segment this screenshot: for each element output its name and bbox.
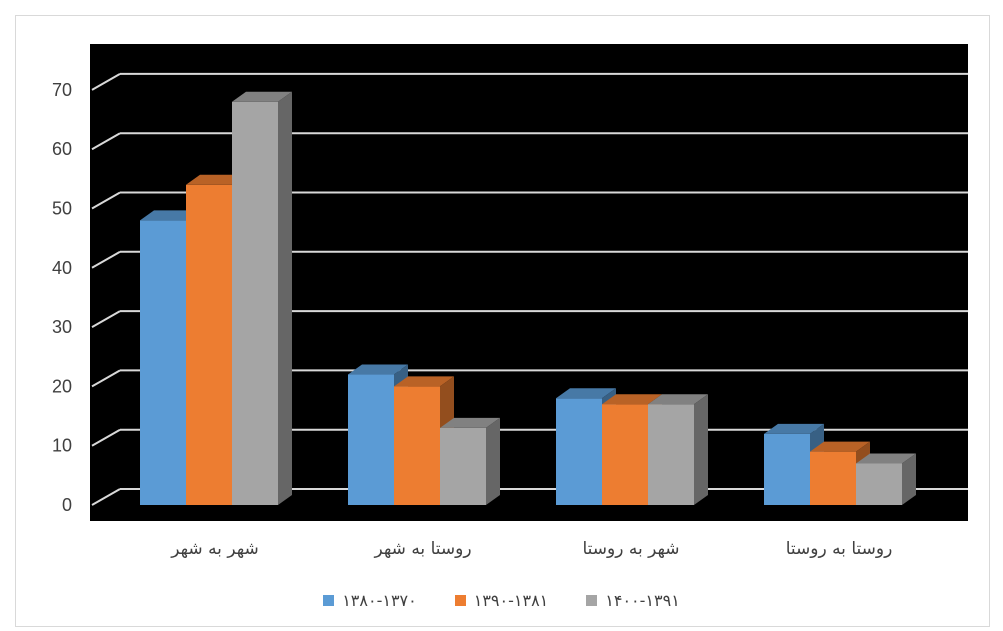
y-tick-label: 60 (52, 139, 72, 159)
legend-swatch (454, 595, 466, 606)
legend-item: ۱۴۰۰-۱۳۹۱ (586, 591, 680, 610)
bar (648, 394, 708, 505)
bar (232, 91, 292, 505)
x-tick-label: شهر به شهر (170, 539, 259, 559)
y-tick-label: 50 (52, 199, 72, 219)
legend-label: ۱۴۰۰-۱۳۹۱ (605, 591, 680, 610)
x-tick-label: روستا به روستا (786, 539, 893, 559)
y-tick-label: 30 (52, 317, 72, 337)
legend-label: ۱۳۸۰-۱۳۷۰ (342, 591, 417, 610)
y-tick-label: 0 (62, 495, 72, 515)
x-axis-tick-labels: شهر به شهر روستا به شهر شهر به روستا روستا … (170, 539, 892, 559)
y-tick-label: 40 (52, 258, 72, 278)
bar (440, 417, 500, 505)
x-tick-label: روستا به شهر (373, 539, 471, 559)
y-tick-label: 70 (52, 80, 72, 100)
legend-item: ۱۳۸۰-۱۳۷۰ (323, 591, 417, 610)
y-axis-tick-labels: 0 10 20 30 40 50 60 70 (52, 80, 72, 515)
legend-swatch (323, 595, 335, 606)
gridline (91, 72, 968, 91)
x-tick-label: شهر به روستا (582, 539, 679, 559)
legend-item: ۱۳۹۰-۱۳۸۱ (454, 591, 549, 610)
bar (764, 423, 824, 505)
legend: ۱۳۸۰-۱۳۷۰ ۱۳۹۰-۱۳۸۱ ۱۴۰۰-۱۳۹۱ (0, 591, 1003, 610)
legend-swatch (586, 595, 598, 606)
y-tick-label: 10 (52, 436, 72, 456)
bars (140, 91, 916, 506)
y-tick-label: 20 (52, 376, 72, 396)
legend-label: ۱۳۹۰-۱۳۸۱ (473, 591, 549, 610)
bar (856, 453, 916, 505)
